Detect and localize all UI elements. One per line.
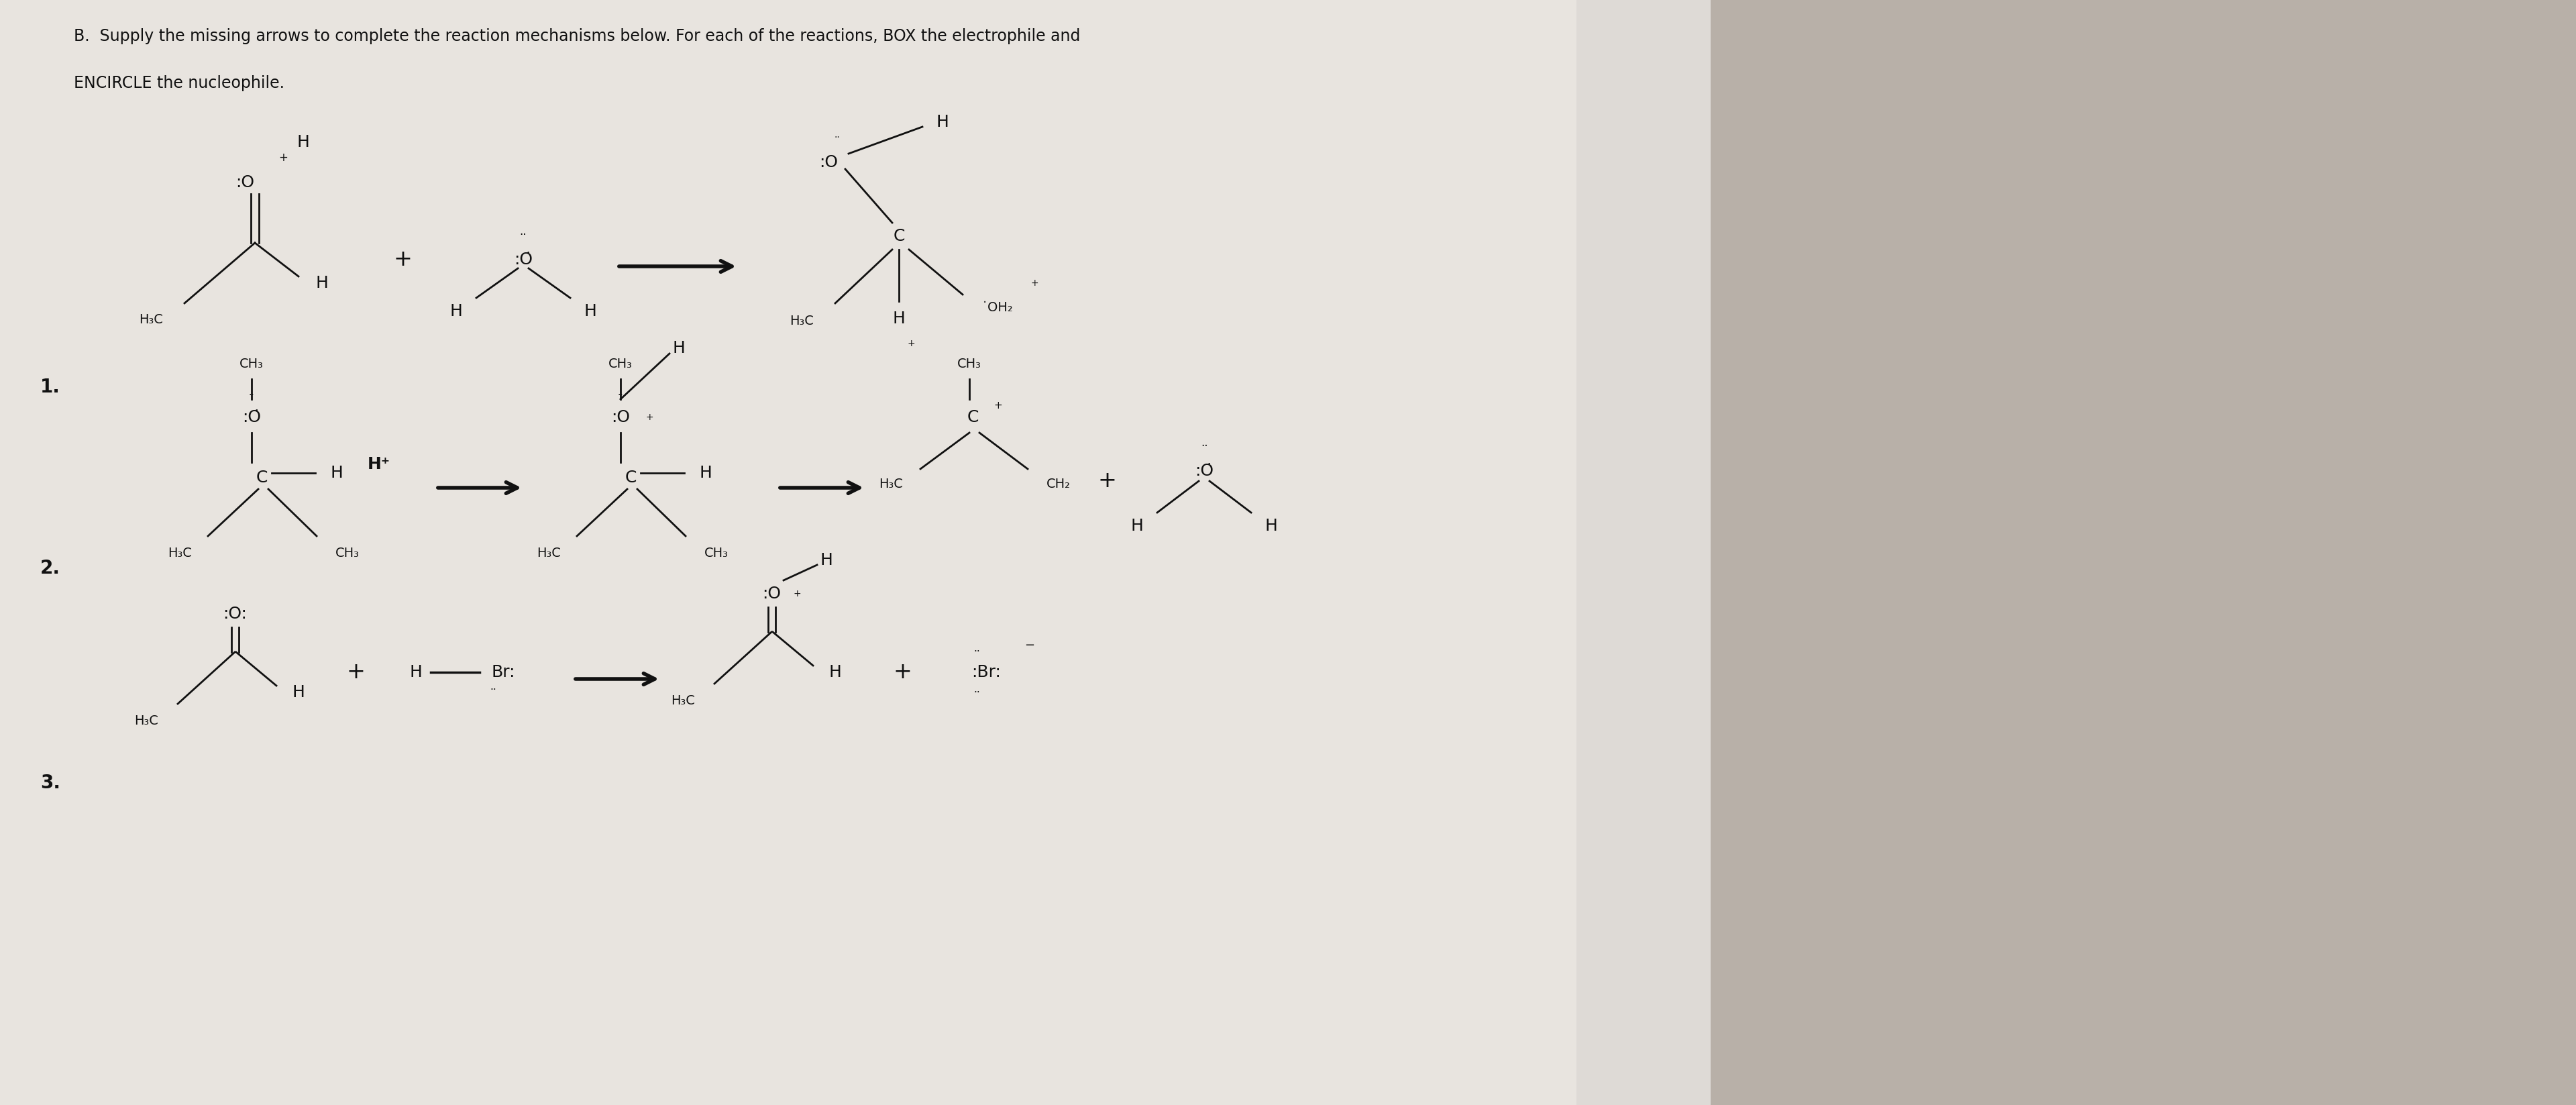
Text: H₃C: H₃C [134,715,157,727]
Text: H⁺: H⁺ [368,456,392,472]
Text: H: H [410,664,422,681]
Text: H: H [317,275,327,292]
Text: ··: ·· [489,685,497,695]
Text: H₃C: H₃C [536,547,562,560]
Text: H₃C: H₃C [139,314,162,326]
Text: ENCIRCLE the nucleophile.: ENCIRCLE the nucleophile. [75,75,283,92]
Text: B.  Supply the missing arrows to complete the reaction mechanisms below. For eac: B. Supply the missing arrows to complete… [75,29,1079,44]
Text: +: + [994,401,1002,411]
Text: ··: ·· [618,390,623,400]
Text: +: + [1097,470,1115,492]
Text: C: C [626,470,636,486]
Text: H: H [829,664,842,681]
Text: H: H [1131,518,1144,534]
Text: H: H [1265,518,1278,534]
Text: :Ȯ: :Ȯ [513,252,533,267]
Text: CH₃: CH₃ [608,357,634,370]
Text: Br:: Br: [492,664,515,681]
Text: ··: ·· [1200,440,1208,452]
Text: +: + [345,661,366,683]
Text: CH₃: CH₃ [335,547,361,560]
Text: C: C [966,409,979,425]
Text: C: C [894,228,904,244]
Text: CH₃: CH₃ [958,357,981,370]
Text: ··: ·· [520,229,526,241]
Text: H₃C: H₃C [791,315,814,328]
Text: H₃C: H₃C [167,547,191,560]
Text: :Ȯ: :Ȯ [242,409,260,425]
Text: C: C [255,470,268,486]
Text: 3.: 3. [41,773,59,792]
Text: 2.: 2. [41,559,59,578]
Text: H: H [291,684,304,701]
Text: +: + [394,249,412,271]
Text: ··: ·· [835,133,840,143]
Text: :O:: :O: [222,606,247,622]
Text: H: H [701,465,711,481]
Text: +: + [647,412,654,422]
Text: −: − [1025,640,1036,652]
Text: :Br:: :Br: [971,664,1002,681]
Text: +: + [278,151,289,164]
Text: +: + [894,661,912,683]
Text: CH₃: CH₃ [703,547,729,560]
Text: H: H [451,303,464,319]
Text: :O: :O [611,409,631,425]
FancyBboxPatch shape [0,0,1577,1105]
Text: H: H [585,303,598,319]
Text: :O: :O [762,586,781,602]
Text: H₃C: H₃C [670,695,696,707]
Text: ··: ·· [974,648,979,657]
Text: +: + [793,589,801,599]
Text: +: + [1030,278,1038,287]
Text: H: H [894,311,904,327]
Text: :O: :O [819,155,837,170]
Text: CH₂: CH₂ [1046,478,1072,491]
Text: ̇OH₂: ̇OH₂ [989,302,1012,314]
Text: CH₃: CH₃ [240,357,263,370]
Text: :Ȯ: :Ȯ [1195,463,1213,480]
Text: :O: :O [234,175,255,190]
Text: H: H [935,114,948,130]
Text: H: H [330,465,343,481]
Text: 1.: 1. [41,378,59,397]
Text: H₃C: H₃C [878,478,904,491]
Text: ··: ·· [250,390,255,400]
Text: ··: ·· [974,687,979,697]
Text: +: + [907,339,914,348]
Text: H: H [672,340,685,356]
FancyBboxPatch shape [0,0,1710,1105]
Text: H: H [819,552,832,568]
Text: H: H [296,134,309,150]
